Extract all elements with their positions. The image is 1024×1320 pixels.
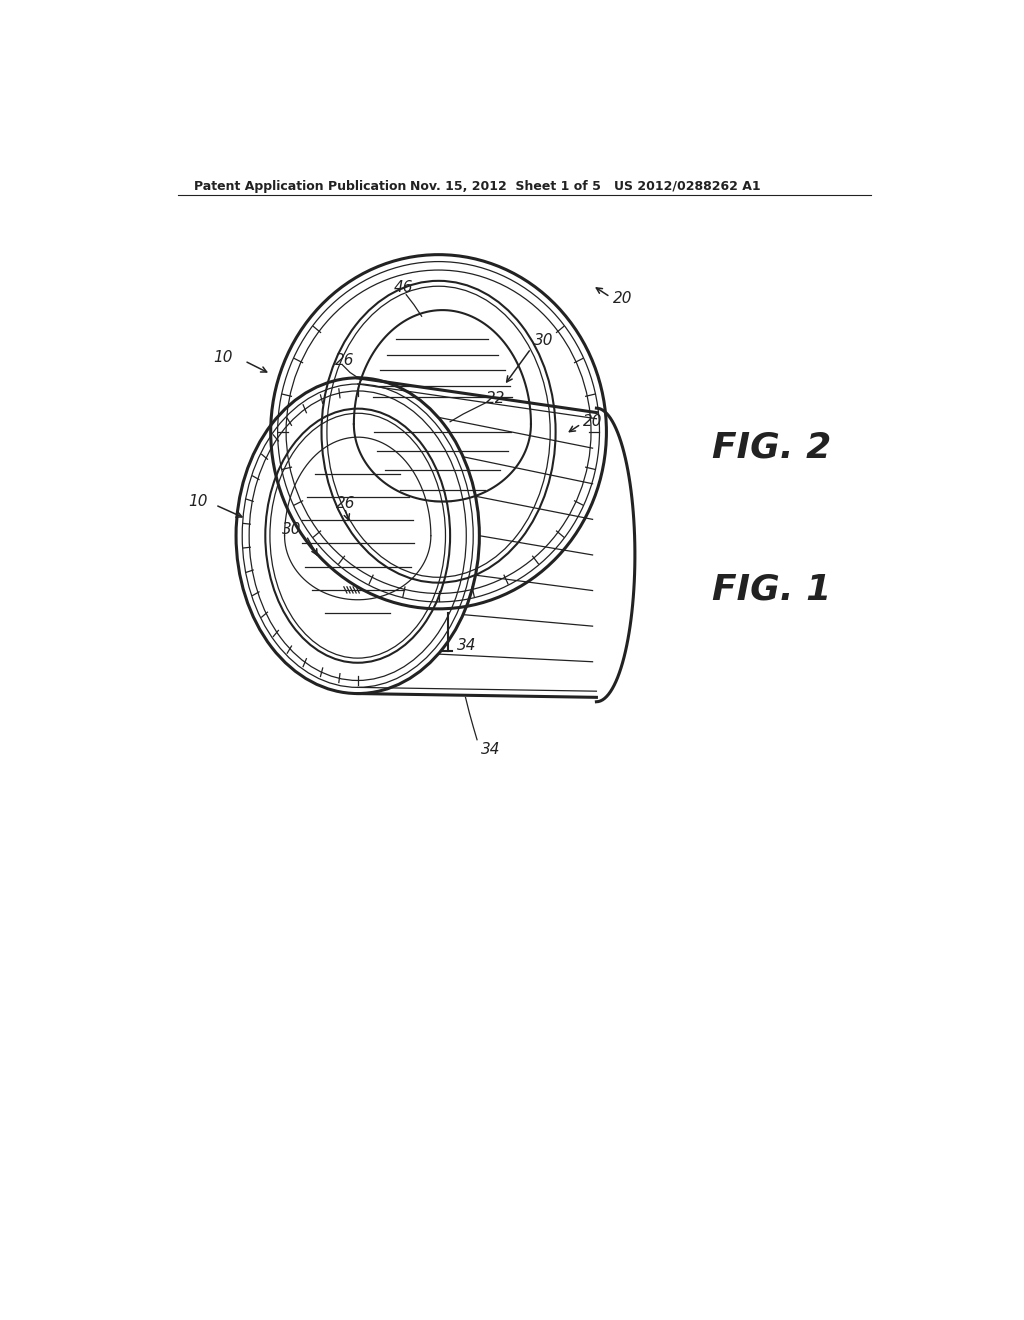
Text: 26: 26	[336, 352, 355, 368]
Text: 30: 30	[282, 521, 301, 537]
Text: 34: 34	[457, 638, 476, 652]
Text: 26: 26	[336, 496, 355, 511]
Text: 30: 30	[535, 334, 554, 348]
Text: 22: 22	[486, 391, 506, 407]
Text: FIG. 1: FIG. 1	[712, 573, 831, 607]
Text: Patent Application Publication: Patent Application Publication	[194, 180, 407, 193]
Text: 46: 46	[393, 280, 413, 294]
Text: FIG. 2: FIG. 2	[712, 430, 831, 465]
Text: 10: 10	[213, 350, 233, 364]
Text: 10: 10	[188, 494, 208, 508]
Text: 34: 34	[481, 742, 501, 758]
Text: US 2012/0288262 A1: US 2012/0288262 A1	[614, 180, 761, 193]
Text: 20: 20	[612, 290, 632, 306]
Text: 20: 20	[584, 414, 603, 429]
Text: Nov. 15, 2012  Sheet 1 of 5: Nov. 15, 2012 Sheet 1 of 5	[410, 180, 601, 193]
